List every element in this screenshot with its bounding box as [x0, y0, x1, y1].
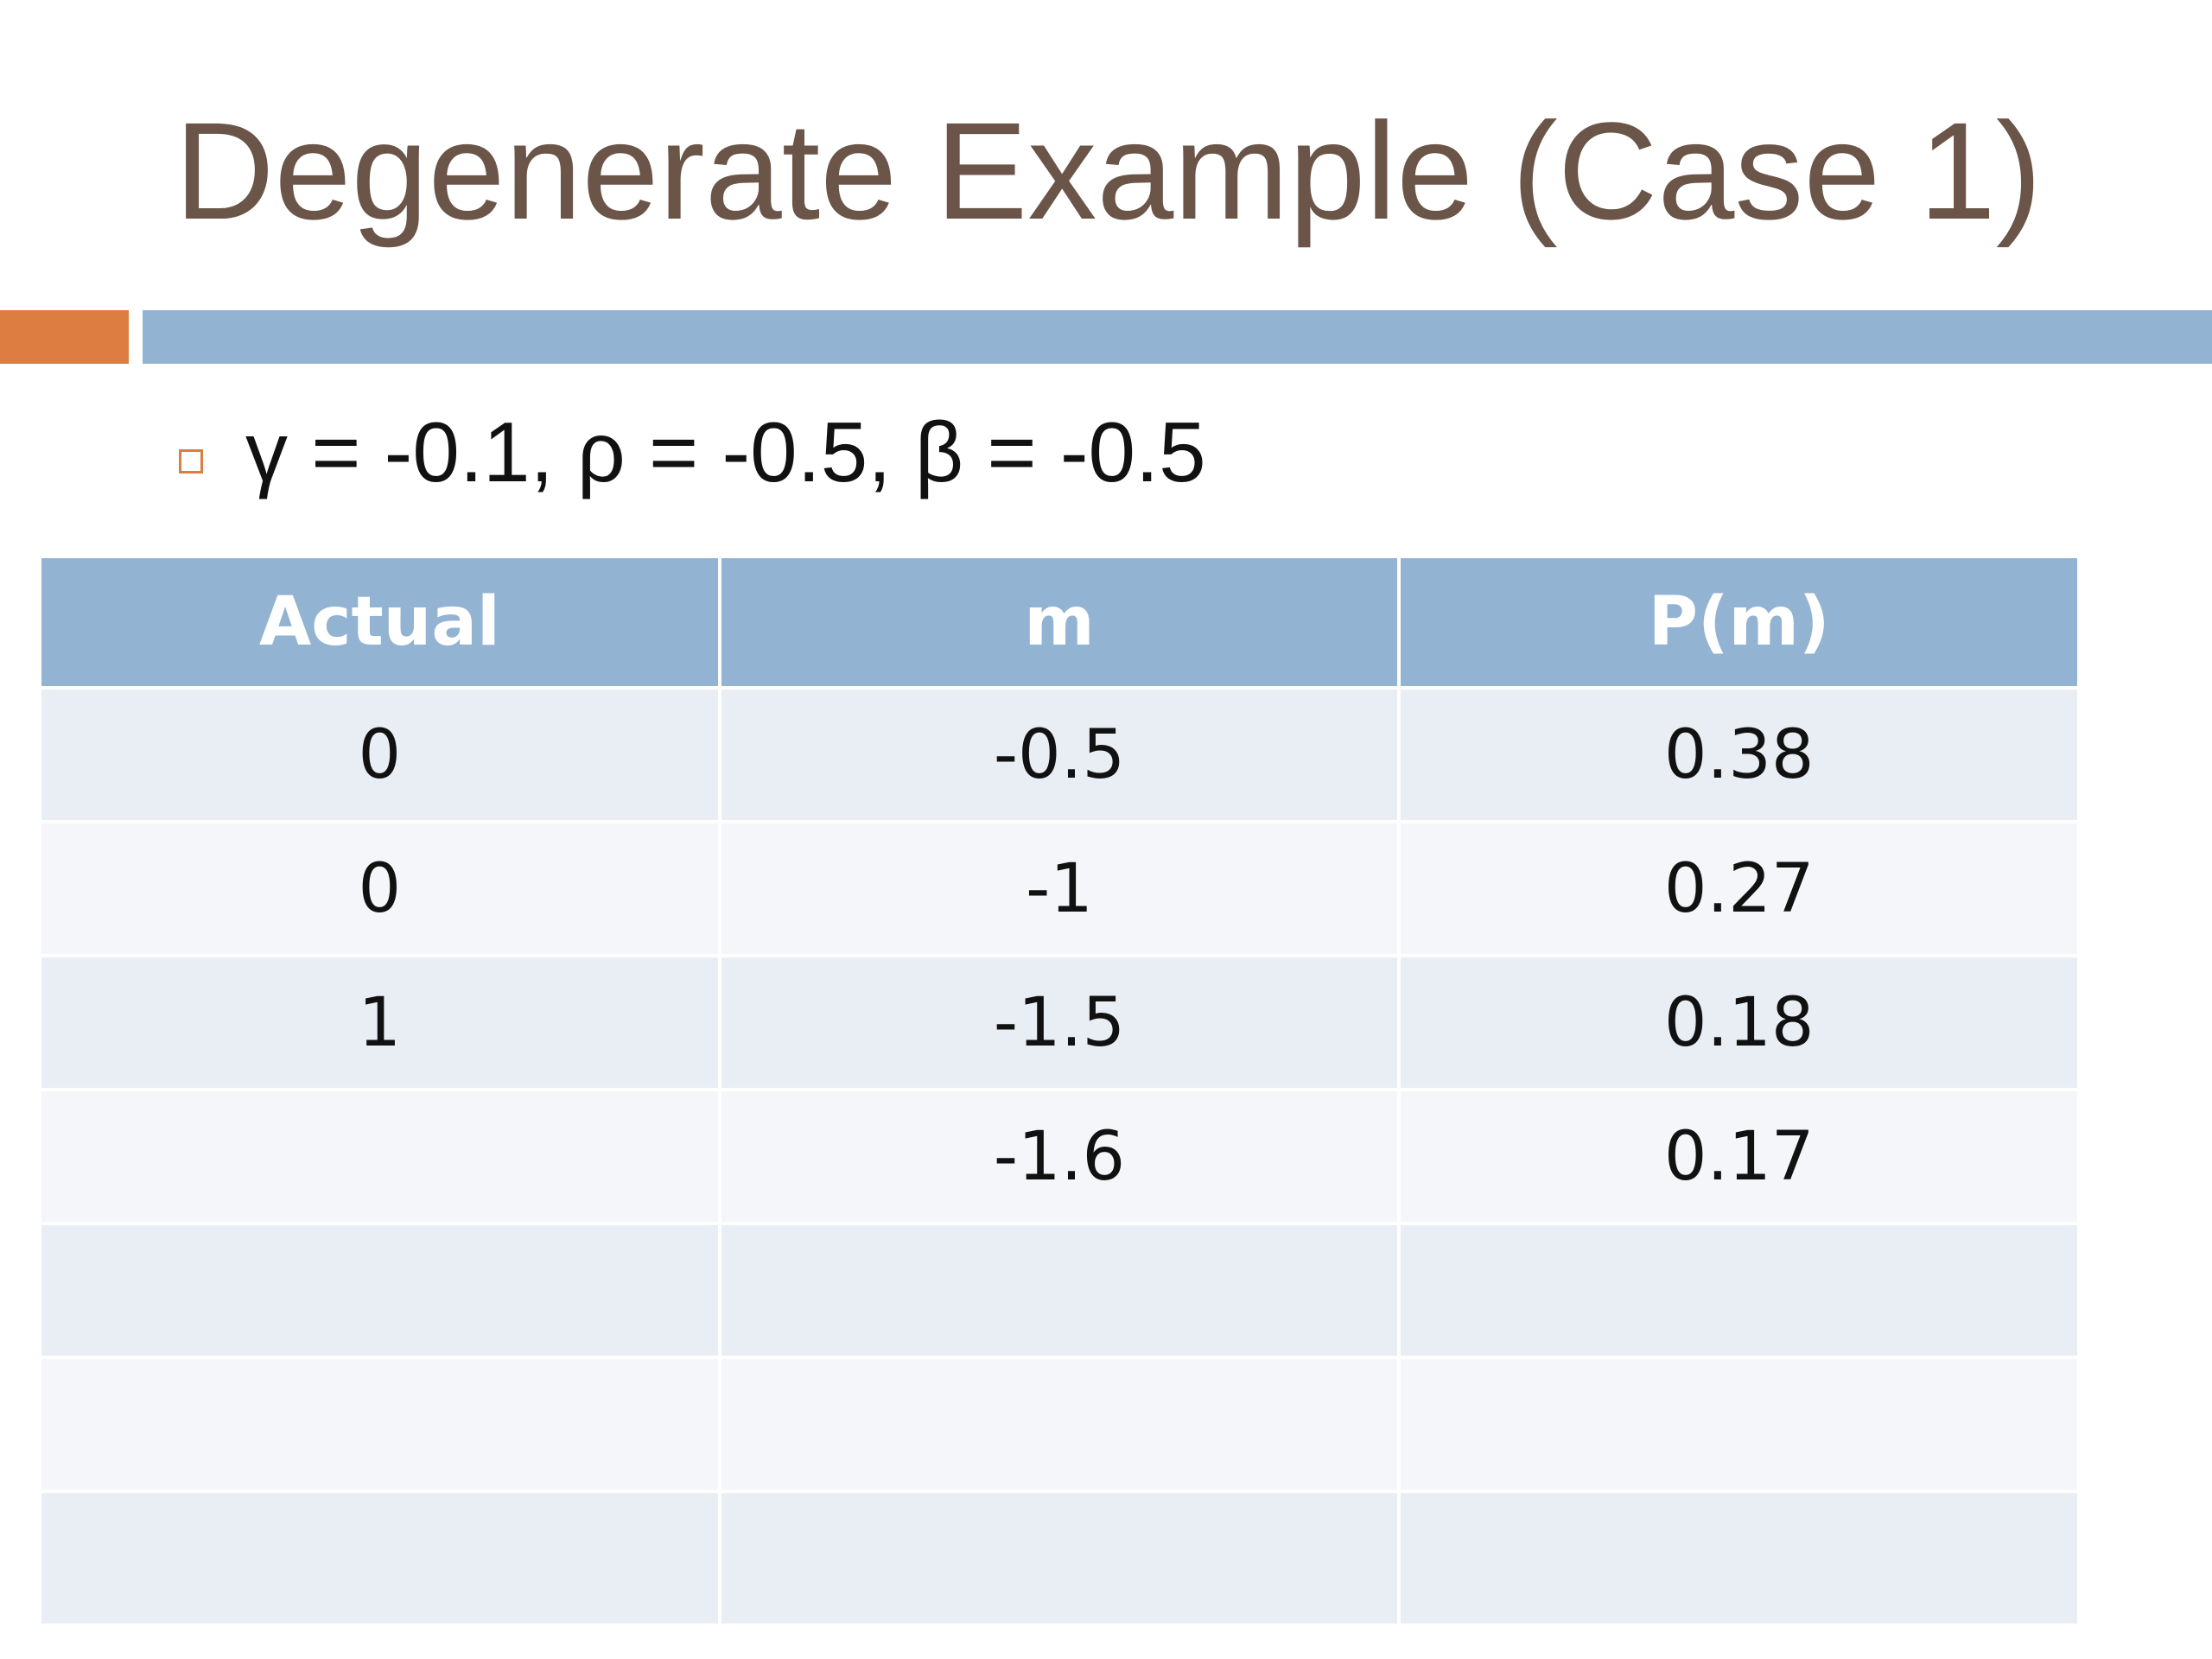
- table-cell: [717, 1490, 1402, 1627]
- table-row: [38, 1356, 2081, 1493]
- table-cell: -1.6: [717, 1088, 1402, 1225]
- table-row: -1.6 0.17: [38, 1088, 2081, 1225]
- table-cell: 0: [38, 820, 721, 957]
- table-cell: -1.5: [717, 954, 1402, 1091]
- table-cell: 0.17: [1397, 1088, 2081, 1225]
- accent-bar: [0, 310, 129, 364]
- table-cell: 1: [38, 954, 721, 1091]
- table-cell: 0.38: [1397, 686, 2081, 823]
- table-cell: [717, 1356, 1402, 1493]
- table-cell: 0.27: [1397, 820, 2081, 957]
- table-cell: -1: [717, 820, 1402, 957]
- table-cell: [1397, 1222, 2081, 1359]
- table-row: 0 -0.5 0.38: [38, 686, 2081, 823]
- table-cell: [1397, 1490, 2081, 1627]
- bullet-text: γ = -0.1, ρ = -0.5, β = -0.5: [245, 404, 1206, 499]
- table-cell: [38, 1088, 721, 1225]
- table-row: [38, 1490, 2081, 1627]
- table-cell: [1397, 1356, 2081, 1493]
- column-header: P(m): [1397, 555, 2081, 690]
- table-cell: [38, 1222, 721, 1359]
- table-cell: [717, 1222, 1402, 1359]
- table-cell: -0.5: [717, 686, 1402, 823]
- data-table: Actual m P(m) 0 -0.5 0.38 0 -1 0.27 1 -1.5 0.18 -1.6…: [38, 555, 2081, 1627]
- slide-title: Degenerate Example (Case 1): [175, 93, 2043, 248]
- table-cell: 0: [38, 686, 721, 823]
- table-cell: 0.18: [1397, 954, 2081, 1091]
- table-cell: [38, 1356, 721, 1493]
- table-row: 1 -1.5 0.18: [38, 954, 2081, 1091]
- table-row: [38, 1222, 2081, 1359]
- header-row: Actual m P(m): [38, 555, 2081, 690]
- header-bar: [143, 310, 2212, 364]
- column-header: Actual: [38, 555, 721, 690]
- table-cell: [38, 1490, 721, 1627]
- bullet-marker: [179, 449, 203, 474]
- table-row: 0 -1 0.27: [38, 820, 2081, 957]
- column-header: m: [717, 555, 1402, 690]
